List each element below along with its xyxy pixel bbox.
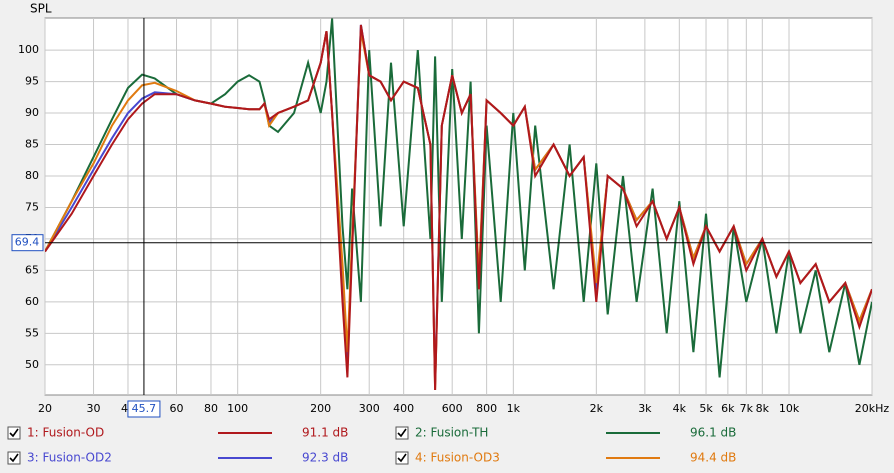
x-tick-label: 10k <box>779 402 800 415</box>
x-tick-label: 5k <box>699 402 713 415</box>
x-tick-label: 800 <box>476 402 497 415</box>
legend-name: 1: Fusion-OD <box>27 426 104 440</box>
y-tick-label: 55 <box>25 326 39 339</box>
y-tick-label: 100 <box>18 43 39 56</box>
x-tick-label: 8k <box>756 402 770 415</box>
series-line <box>45 24 872 391</box>
grid <box>44 18 873 395</box>
checkbox[interactable] <box>395 426 409 440</box>
x-tick-label: 1k <box>507 402 521 415</box>
cursor-x-label: 45.7 <box>132 402 157 415</box>
cursor-y-label: 69.4 <box>15 236 40 249</box>
check <box>397 453 407 463</box>
x-tick-label: 200 <box>310 402 331 415</box>
plot-area <box>44 17 873 396</box>
y-axis-label: SPL <box>30 2 52 16</box>
legend-readout: 92.3 dB <box>302 451 348 465</box>
cursor-y-box <box>11 234 44 252</box>
x-tick-label: 400 <box>393 402 414 415</box>
x-tick-label: 60 <box>170 402 184 415</box>
x-tick-label: 7k <box>740 402 754 415</box>
legend-name: 2: Fusion-TH <box>415 426 488 440</box>
x-tick-label: 4k <box>673 402 687 415</box>
y-tick-label: 95 <box>25 75 39 88</box>
legend: 1: Fusion-OD 91.1 dB 2: Fusion-TH 96.1 dB 3:… <box>7 426 736 465</box>
checkbox[interactable] <box>395 451 409 465</box>
x-tick-label: 30 <box>87 402 101 415</box>
y-tick-label: 85 <box>25 138 39 151</box>
y-tick-label: 75 <box>25 200 39 213</box>
y-tick-label: 65 <box>25 263 39 276</box>
x-tick-label: 20kHz <box>855 402 890 415</box>
x-tick-label: 20 <box>38 402 52 415</box>
check <box>9 453 19 463</box>
legend-readout: 91.1 dB <box>302 426 348 440</box>
checkbox[interactable] <box>7 426 21 440</box>
legend-name: 3: Fusion-OD2 <box>27 451 112 465</box>
y-tick-label: 60 <box>25 295 39 308</box>
checkbox[interactable] <box>7 451 21 465</box>
x-tick-label: 600 <box>442 402 463 415</box>
series-line <box>45 18 872 378</box>
x-tick-label: 3k <box>638 402 652 415</box>
check <box>397 428 407 438</box>
legend-readout: 96.1 dB <box>690 426 736 440</box>
x-tick-label: 300 <box>359 402 380 415</box>
cursor-x-box <box>127 400 161 418</box>
legend-readout: 94.4 dB <box>690 451 736 465</box>
y-tick-label: 80 <box>25 169 39 182</box>
y-tick-label: 90 <box>25 106 39 119</box>
x-tick-label: 2k <box>590 402 604 415</box>
x-tick-label: 6k <box>721 402 735 415</box>
x-tick-label: 80 <box>204 402 218 415</box>
legend-name: 4: Fusion-OD3 <box>415 451 500 465</box>
x-tick-label: 100 <box>227 402 248 415</box>
check <box>9 428 19 438</box>
y-tick-label: 50 <box>25 358 39 371</box>
